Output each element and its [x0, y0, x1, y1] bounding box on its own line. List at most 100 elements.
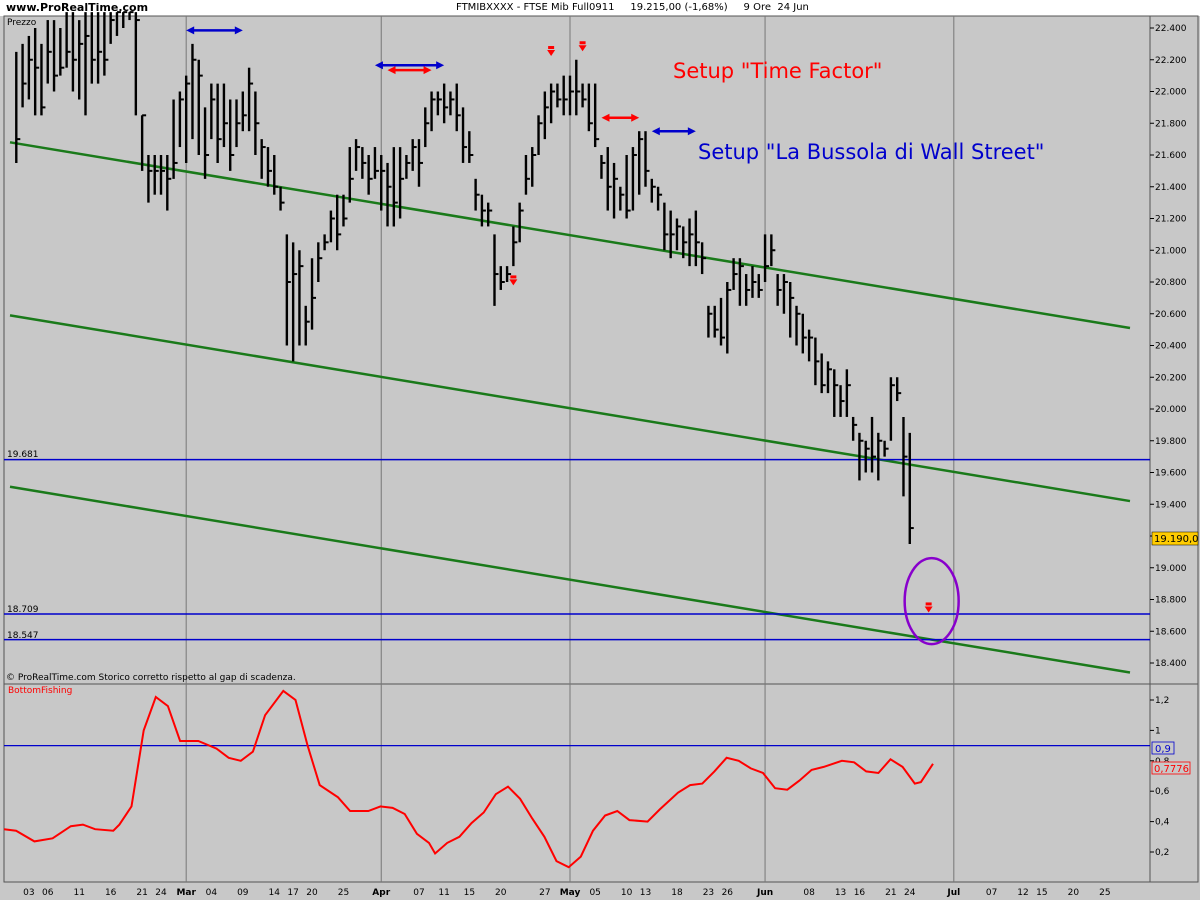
ohlc-bar	[575, 59, 581, 116]
price-tick-label: 20.200	[1155, 373, 1187, 383]
price-tick-label: 18.400	[1155, 659, 1187, 669]
ohlc-bar	[298, 250, 304, 346]
bussola-arrow	[374, 61, 445, 70]
ohlc-bar	[719, 297, 726, 346]
indicator-tick-label: 1,2	[1155, 696, 1169, 706]
ohlc-bar	[197, 59, 203, 155]
ohlc-bar	[21, 43, 27, 108]
price-panel-label: Prezzo	[7, 18, 37, 28]
price-axis: 18.40018.60018.80019.00019.20019.40019.6…	[1150, 24, 1187, 669]
time-tick-label: 13	[835, 888, 846, 898]
time-factor-marker	[924, 602, 933, 613]
price-tick-label: 21.800	[1155, 119, 1187, 129]
ohlc-bar	[902, 416, 908, 497]
ohlc-bar	[216, 83, 222, 163]
bottomfishing-series	[3, 689, 934, 869]
ohlc-bar	[424, 107, 430, 148]
indicator-tick-label: 1	[1155, 726, 1161, 736]
ohlc-bar	[600, 155, 606, 179]
time-tick-label: May	[560, 888, 581, 898]
marker-triangle	[547, 50, 556, 57]
ohlc-bar	[191, 43, 197, 140]
ohlc-bar	[147, 155, 153, 203]
ohlc-bar	[499, 266, 505, 290]
marker-bar	[579, 41, 586, 45]
ohlc-bar	[323, 234, 329, 251]
ohlc-bar	[839, 385, 845, 417]
horizontal-levels	[4, 458, 1150, 641]
indicator-label: BottomFishing	[8, 686, 72, 696]
ohlc-bar	[757, 274, 763, 298]
price-tick-label: 22.000	[1155, 88, 1187, 98]
ohlc-bar	[814, 337, 820, 386]
time-tick-label: 09	[237, 888, 249, 898]
ohlc-bar	[619, 186, 625, 211]
ohlc-bar	[707, 305, 713, 338]
footer-note: © ProRealTime.com Storico corretto rispe…	[6, 673, 296, 683]
arrow-head-left	[387, 66, 396, 75]
ohlc-bar	[864, 440, 870, 473]
time-tick-label: 14	[269, 888, 281, 898]
price-tick-label: 19.600	[1155, 469, 1187, 479]
ohlc-bar	[96, 12, 103, 84]
ohlc-bar	[90, 12, 96, 84]
time-tick-label: 03	[23, 888, 34, 898]
indicator-tick-label: 0,6	[1155, 787, 1170, 797]
ohlc-bar	[870, 416, 877, 473]
ohlc-bar	[335, 194, 342, 251]
ohlc-bar	[524, 155, 530, 195]
ohlc-bar	[449, 91, 455, 116]
ohlc-bar	[430, 91, 436, 132]
ohlc-bar	[625, 155, 631, 219]
ohlc-bar	[883, 440, 889, 457]
annotation-bussola: Setup "La Bussola di Wall Street"	[698, 140, 1044, 164]
ohlc-bar	[229, 99, 235, 171]
ohlc-bar	[247, 67, 254, 132]
ohlc-bar	[612, 162, 619, 219]
arrow-head-left	[601, 113, 610, 122]
ohlc-bar	[826, 361, 832, 394]
ohlc-bar	[518, 202, 524, 243]
ohlc-bar	[663, 202, 669, 251]
ohlc-bar	[329, 210, 335, 243]
arrow-head-right	[687, 127, 696, 136]
ohlc-bar	[273, 155, 279, 195]
ohlc-bar	[266, 147, 272, 187]
arrow-head-left	[186, 26, 195, 35]
ohlc-bar	[795, 305, 801, 346]
ohlc-bar	[115, 11, 121, 36]
ohlc-bar	[398, 147, 405, 219]
ohlc-bar	[15, 51, 21, 163]
ohlc-bar	[405, 155, 411, 179]
ohlc-bar	[807, 329, 814, 362]
price-tick-label: 20.000	[1155, 405, 1187, 415]
marker-triangle	[578, 45, 587, 52]
time-tick-label: Mar	[176, 888, 196, 898]
ohlc-bar	[367, 155, 373, 195]
time-tick-label: 05	[589, 888, 600, 898]
level-label-2: 18.709	[7, 605, 39, 615]
marker-bar	[510, 275, 517, 279]
ohlc-bar	[103, 12, 109, 76]
ohlc-bar	[52, 20, 59, 92]
ohlc-bar	[166, 155, 172, 211]
level-label-3: 18.547	[7, 631, 39, 641]
ohlc-bar	[587, 83, 593, 132]
time-tick-label: 16	[854, 888, 866, 898]
title-bar: www.ProRealTime.com FTMIBXXXX - FTSE Mib…	[0, 0, 1200, 16]
ohlc-bar	[631, 147, 637, 211]
time-tick-label: 13	[640, 888, 651, 898]
time-axis: 03 06 11 16 21 24 Mar 04 09 14 17 20 25 Apr 07 11 15 20 27…	[23, 888, 1110, 898]
marker-bar	[925, 602, 932, 606]
arrow-head-right	[436, 61, 445, 70]
time-tick-label: 15	[464, 888, 475, 898]
ohlc-bar	[744, 274, 751, 306]
ohlc-bar	[417, 139, 423, 187]
ohlc-bar	[638, 131, 644, 195]
ohlc-bar	[889, 377, 895, 441]
ohlc-bar	[770, 234, 776, 267]
time-factor-marker	[509, 275, 518, 286]
ohlc-bar	[845, 369, 851, 417]
last-price-label: 19.190,0	[1154, 534, 1199, 545]
price-tick-label: 21.200	[1155, 215, 1187, 225]
